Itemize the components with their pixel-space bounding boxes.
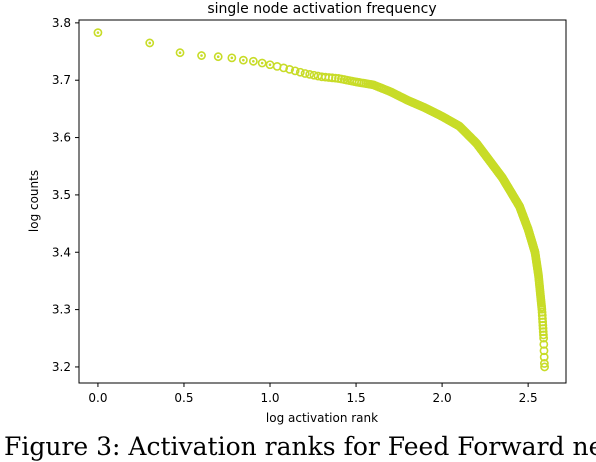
data-point — [539, 346, 549, 356]
x-tick-label: 0.0 — [88, 391, 107, 405]
chart-title: single node activation frequency — [207, 1, 436, 17]
data-point — [248, 56, 258, 66]
data-point-center — [252, 59, 255, 63]
x-tick-label: 1.0 — [260, 391, 279, 405]
y-axis-label: log counts — [27, 170, 41, 232]
data-point — [238, 55, 248, 65]
data-point — [539, 333, 549, 343]
data-point — [93, 28, 103, 38]
y-tick-label: 3.2 — [52, 360, 71, 374]
figure-caption: Figure 3: Activation ranks for Feed Forw… — [4, 432, 596, 461]
data-point — [145, 38, 155, 48]
data-point — [539, 352, 549, 362]
y-tick-label: 3.7 — [52, 73, 71, 87]
data-point — [539, 339, 549, 349]
data-point — [305, 69, 315, 79]
data-point-center — [178, 51, 182, 54]
data-point-center — [242, 58, 245, 62]
data-point — [300, 69, 310, 78]
data-point — [290, 66, 300, 76]
data-point-center — [148, 41, 152, 45]
y-tick-label: 3.5 — [52, 188, 71, 202]
x-axis: 0.0 0.5 1.0 1.5 2.0 2.5 — [88, 383, 538, 405]
data-point — [213, 52, 223, 62]
x-tick-label: 2.5 — [519, 391, 538, 405]
data-point-center — [268, 63, 272, 67]
y-tick-label: 3.6 — [52, 131, 71, 145]
x-axis-label: log activation rank — [266, 411, 378, 425]
data-point — [309, 70, 319, 80]
scatter-series — [93, 28, 549, 372]
y-tick-label: 3.8 — [52, 16, 71, 30]
data-point — [227, 53, 237, 63]
data-point — [537, 304, 547, 314]
data-point — [331, 73, 340, 83]
data-point — [327, 73, 337, 83]
data-point-center — [96, 31, 100, 34]
data-point — [540, 362, 549, 372]
data-point — [175, 48, 185, 58]
plot-frame — [78, 19, 567, 384]
data-point — [197, 51, 206, 60]
data-point — [279, 63, 289, 73]
data-point-center — [200, 54, 203, 57]
data-point-center — [260, 61, 264, 65]
data-point — [539, 359, 549, 368]
y-tick-label: 3.4 — [52, 245, 71, 259]
x-tick-label: 2.0 — [433, 391, 452, 405]
y-tick-label: 3.3 — [52, 303, 71, 317]
x-tick-label: 0.5 — [174, 391, 193, 405]
data-point — [295, 67, 305, 77]
data-point-center — [230, 56, 234, 60]
y-axis: 3.2 3.3 3.4 3.5 3.6 3.7 3.8 — [52, 16, 79, 374]
data-point — [539, 330, 548, 340]
data-point — [257, 58, 267, 68]
data-point-center — [216, 55, 220, 58]
x-tick-label: 1.5 — [347, 391, 366, 405]
data-point — [285, 64, 295, 74]
chart: single node activation frequency 0.0 0.5 1… — [27, 1, 567, 425]
